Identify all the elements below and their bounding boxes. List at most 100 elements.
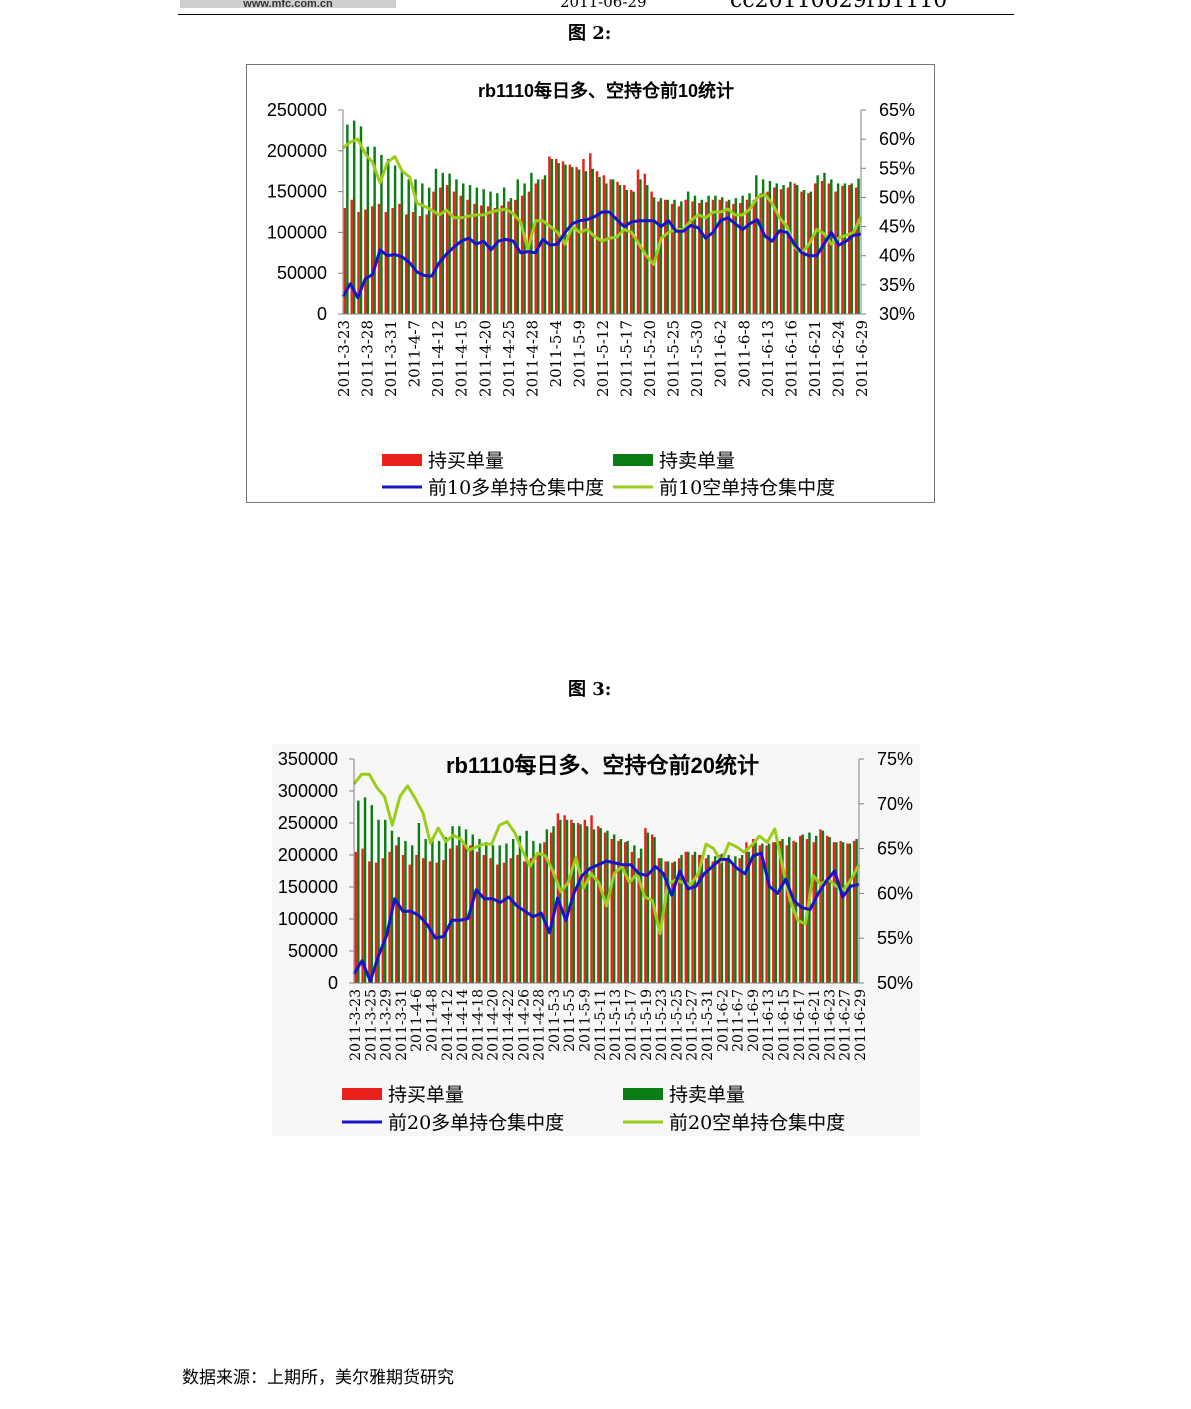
sell-volume-bar [421, 183, 424, 314]
buy-volume-bar [435, 862, 438, 983]
sell-volume-bar [393, 165, 397, 314]
sell-volume-bar [366, 146, 370, 314]
sell-volume-bar [373, 146, 376, 314]
buy-volume-bar [698, 203, 701, 314]
buy-volume-bar [630, 851, 634, 983]
buy-volume-bar [516, 855, 519, 983]
sell-volume-bar [407, 179, 410, 314]
sell-volume-bar [646, 832, 650, 983]
sell-volume-bar [707, 195, 710, 314]
buy-volume-bar [698, 855, 701, 983]
x-tick-label: 2011-6-27 [838, 989, 854, 1061]
buy-volume-bar [812, 842, 815, 983]
y-right-tick-label: 45% [879, 217, 915, 237]
x-tick-label: 2011-5-5 [562, 989, 578, 1052]
sell-volume-bar [502, 187, 506, 314]
sell-volume-bar [666, 861, 670, 983]
y-left-tick-label: 50000 [288, 941, 338, 961]
sell-volume-bar [747, 851, 751, 983]
sell-volume-bar [377, 819, 380, 983]
sell-volume-bar [444, 837, 448, 983]
x-tick-label: 2011-6-8 [735, 320, 753, 387]
sell-volume-bar [552, 826, 555, 983]
buy-volume-bar [852, 840, 856, 983]
header-rule [178, 14, 1014, 15]
buy-volume-bar [554, 158, 558, 314]
buy-volume-bar [529, 858, 533, 983]
buy-volume-bar [428, 861, 432, 983]
x-tick-label: 2011-6-13 [759, 320, 777, 397]
buy-volume-bar [523, 861, 526, 983]
buy-volume-bar [813, 183, 817, 314]
sell-volume-bar [836, 183, 840, 314]
x-tick-label: 2011-3-31 [394, 989, 410, 1061]
buy-volume-bar [575, 167, 578, 314]
x-tick-label: 2011-4-28 [532, 989, 548, 1061]
buy-volume-bar [534, 183, 537, 314]
x-tick-label: 2011-5-19 [639, 989, 655, 1061]
x-tick-label: 2011-5-27 [685, 989, 701, 1061]
sell-volume-bar [586, 826, 589, 983]
x-tick-label: 2011-4-20 [476, 320, 494, 397]
buy-volume-bar [616, 181, 619, 314]
buy-volume-bar [684, 199, 687, 314]
buy-volume-bar [819, 829, 822, 983]
sell-volume-bar [619, 839, 623, 983]
sell-volume-bar [557, 163, 560, 314]
buy-volume-bar [799, 835, 802, 983]
buy-volume-bar [624, 842, 627, 983]
buy-volume-bar [854, 187, 858, 314]
y-right-tick-label: 65% [877, 839, 913, 859]
buy-volume-bar [507, 201, 510, 314]
legend-label-buy: 持买单量 [388, 1084, 464, 1106]
sell-volume-bar [782, 185, 785, 314]
sell-volume-bar [400, 171, 404, 314]
sell-volume-bar [437, 840, 441, 983]
x-tick-label: 2011-5-25 [669, 989, 685, 1061]
buy-volume-bar [609, 179, 612, 314]
sell-volume-bar [843, 183, 847, 314]
y-left-tick-label: 100000 [278, 909, 338, 929]
x-tick-label: 2011-5-31 [700, 989, 716, 1061]
sell-volume-bar [755, 175, 758, 314]
x-tick-label: 2011-5-9 [578, 989, 594, 1052]
sell-volume-bar [828, 837, 831, 983]
buy-volume-bar [361, 848, 364, 983]
buy-volume-bar [500, 205, 503, 314]
sell-volume-bar [565, 819, 569, 983]
sell-volume-bar [571, 167, 574, 314]
long-concentration-line [352, 851, 860, 983]
buy-volume-bar [759, 193, 762, 314]
sell-volume-bar [545, 829, 549, 983]
sell-volume-bar [414, 179, 417, 314]
sell-volume-bar [482, 189, 485, 314]
x-tick-label: 2011-4-20 [486, 989, 502, 1061]
buy-volume-bar [543, 842, 546, 983]
buy-volume-bar [637, 858, 640, 983]
short-concentration-line [342, 137, 863, 266]
buy-volume-bar [354, 851, 358, 983]
x-tick-label: 2011-6-24 [830, 320, 848, 397]
buy-volume-bar [583, 819, 587, 983]
sell-volume-bar [346, 124, 349, 314]
buy-volume-bar [751, 839, 755, 983]
buy-volume-bar [466, 199, 469, 314]
buy-volume-bar [650, 834, 654, 983]
x-tick-label: 2011-3-25 [363, 989, 379, 1061]
buy-volume-bar [350, 199, 353, 314]
buy-volume-bar [839, 840, 842, 983]
x-tick-label: 2011-5-23 [654, 989, 670, 1061]
sell-volume-bar [761, 179, 765, 314]
legend-label-sell: 持卖单量 [659, 450, 735, 472]
sell-volume-bar [475, 187, 479, 314]
sell-volume-bar [424, 839, 427, 983]
buy-volume-bar [401, 855, 405, 983]
sell-volume-bar [577, 169, 581, 314]
sell-volume-bar [700, 199, 704, 314]
sell-volume-bar [511, 839, 515, 983]
sell-volume-bar [761, 843, 764, 983]
sell-volume-bar [468, 185, 472, 314]
buy-volume-bar [381, 858, 385, 983]
sell-volume-bar [646, 185, 649, 314]
sell-volume-bar [491, 845, 495, 983]
